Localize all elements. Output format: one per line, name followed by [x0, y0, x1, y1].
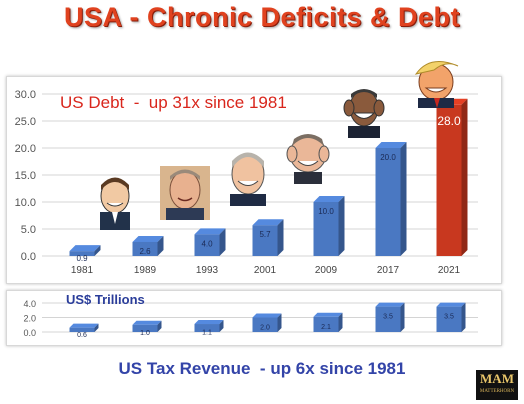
- revenue-bar-top-2001: [252, 313, 282, 318]
- debt-bar-top-1993: [194, 228, 226, 235]
- revenue-ytick-label-2: 4.0: [23, 299, 36, 309]
- debt-bar-2021: [436, 104, 462, 256]
- revenue-bar-2017: [375, 306, 401, 332]
- revenue-bar-1993: [194, 324, 220, 332]
- revenue-bar-top-1993: [194, 320, 224, 325]
- debt-bar-top-2009: [313, 196, 345, 202]
- revenue-bar-2001: [252, 317, 278, 332]
- revenue-data-label-2001: 2.0: [260, 325, 270, 332]
- revenue-bar-side-1993: [219, 320, 224, 332]
- debt-bar-1989: [132, 241, 158, 256]
- revenue-data-label-1993: 1.1: [202, 330, 212, 337]
- debt-ytick-label-0: 0.0: [21, 251, 36, 263]
- debt-bar-top-1981: [69, 245, 101, 252]
- debt-bar-2009: [313, 202, 339, 256]
- debt-ytick-label-1: 5.0: [21, 224, 36, 236]
- debt-bar-2001: [252, 225, 278, 256]
- debt-bar-2017: [375, 148, 401, 256]
- revenue-bar-top-2009: [313, 312, 343, 317]
- revenue-bar-1989: [132, 324, 158, 332]
- debt-data-label-1989: 2.6: [139, 247, 151, 256]
- debt-ytick-label-4: 20.0: [15, 143, 36, 155]
- portrait-2001: [286, 134, 330, 184]
- brand-logo: MAM MATTERHORN: [476, 370, 518, 400]
- debt-annotation: US Debt - up 31x since 1981: [60, 93, 287, 112]
- debt-data-label-2017: 20.0: [380, 153, 396, 162]
- revenue-data-label-2017: 3.5: [383, 314, 393, 321]
- debt-bar-1993: [194, 234, 220, 256]
- portrait-1993: [230, 152, 266, 206]
- debt-ytick-label-2: 10.0: [15, 197, 36, 209]
- debt-data-label-2001: 5.7: [259, 230, 271, 239]
- debt-data-label-1981: 0.9: [76, 254, 88, 263]
- debt-bar-top-2001: [252, 219, 284, 226]
- revenue-bar-side-2009: [338, 312, 343, 332]
- revenue-bar-top-1981: [69, 323, 99, 328]
- debt-bar-side-2001: [277, 219, 284, 256]
- debt-category-label-1989: 1989: [134, 265, 157, 276]
- debt-data-label-2009: 10.0: [318, 207, 334, 216]
- revenue-bar-side-1981: [94, 323, 99, 332]
- revenue-bar-2021: [436, 306, 462, 332]
- revenue-bar-1981: [69, 327, 95, 332]
- logo-text: MATTERHORN: [479, 389, 515, 394]
- portrait-1981: [100, 177, 130, 230]
- debt-bar-top-2017: [375, 142, 407, 148]
- debt-bar-1981: [69, 251, 95, 256]
- revenue-bar-side-2021: [461, 302, 466, 332]
- revenue-bar-top-2017: [375, 302, 405, 307]
- revenue-ytick-label-0: 0.0: [23, 328, 36, 338]
- debt-bar-side-2009: [338, 196, 345, 256]
- debt-ytick-label-6: 30.0: [15, 89, 36, 101]
- debt-data-label-1993: 4.0: [201, 239, 213, 248]
- revenue-bar-side-1989: [157, 320, 162, 332]
- debt-category-label-2017: 2017: [377, 265, 400, 276]
- revenue-bar-2009: [313, 316, 339, 332]
- portrait-2021: [414, 61, 459, 108]
- chart-title: USA - Chronic Deficits & Debt: [63, 2, 461, 32]
- debt-data-label-2021: 28.0: [437, 114, 461, 128]
- debt-bar-side-2021: [461, 98, 468, 256]
- revenue-bar-side-2017: [400, 302, 405, 332]
- debt-category-label-2021: 2021: [438, 265, 461, 276]
- debt-bar-side-1993: [219, 228, 226, 256]
- revenue-bar-top-2021: [436, 302, 466, 307]
- revenue-annotation: US Tax Revenue - up 6x since 1981: [118, 359, 406, 378]
- logo-mark: MAM: [480, 371, 514, 386]
- revenue-data-label-2009: 2.1: [321, 324, 331, 331]
- debt-bar-side-1989: [157, 235, 164, 256]
- debt-bar-top-1989: [132, 235, 164, 242]
- debt-ytick-label-3: 15.0: [15, 170, 36, 182]
- portrait-2009: [343, 89, 385, 138]
- debt-bar-side-1981: [94, 245, 101, 256]
- debt-ytick-label-5: 25.0: [15, 116, 36, 128]
- debt-category-label-2009: 2009: [315, 265, 338, 276]
- revenue-data-label-1989: 1.0: [140, 330, 150, 337]
- debt-category-label-1981: 1981: [71, 265, 94, 276]
- debt-category-label-2001: 2001: [254, 265, 277, 276]
- revenue-bar-side-2001: [277, 313, 282, 332]
- revenue-data-label-1981: 0.6: [77, 332, 87, 339]
- revenue-bar-top-1989: [132, 320, 162, 325]
- revenue-data-label-2021: 3.5: [444, 314, 454, 321]
- revenue-ytick-label-1: 2.0: [23, 314, 36, 324]
- portrait-1989: [160, 166, 210, 220]
- units-annotation: US$ Trillions: [66, 292, 145, 307]
- debt-category-label-1993: 1993: [196, 265, 219, 276]
- debt-bar-side-2017: [400, 142, 407, 256]
